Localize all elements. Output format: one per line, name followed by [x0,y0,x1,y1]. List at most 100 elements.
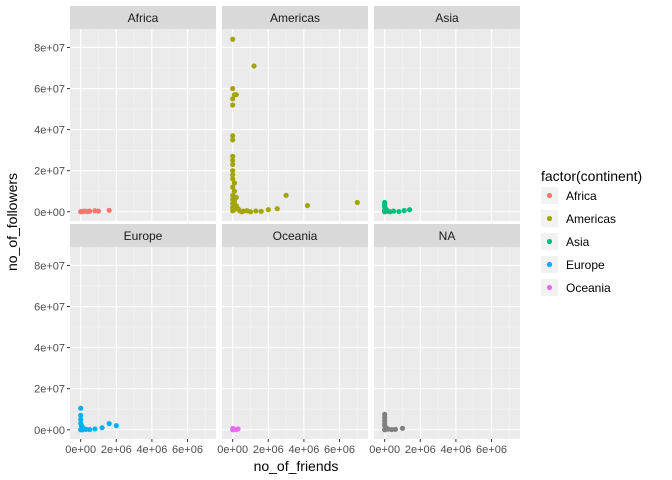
data-point [78,412,84,418]
data-point [399,425,406,431]
facet-strip [374,6,520,29]
facet-panel-na: NA [374,224,520,439]
y-axis: 0e+00 2e+07 4e+07 6e+07 8e+07 0e+00 2e+07 4e+07… [34,42,70,437]
data-point [407,207,413,213]
data-point [230,137,236,143]
legend-label: Europe [566,258,605,272]
data-point [274,206,280,212]
legend-item-asia: Asia [541,233,590,250]
facet-strip [70,6,216,29]
data-point [247,209,254,215]
legend-marker [546,238,553,245]
data-point [86,208,93,214]
legend-item-africa: Africa [541,187,597,204]
y-axis-title: no_of_followers [4,173,20,271]
data-point [392,426,398,432]
data-point [283,192,289,198]
data-point [106,420,112,427]
panel-background [70,247,216,439]
data-point [78,416,84,423]
data-point [86,426,93,433]
x-tick-label: 6e+06 [476,444,507,456]
data-point [230,133,236,139]
legend-label: Asia [566,235,590,249]
legend-marker [546,215,553,222]
x-axis-title: no_of_friends [254,458,339,474]
data-point [382,209,388,215]
facet-strip [374,224,520,247]
legend-label: Oceania [566,281,611,295]
facet-panel-asia: Asia [374,6,520,221]
data-point [230,168,236,174]
data-point [230,427,236,433]
y-tick-label: 2e+07 [34,166,65,178]
y-tick-label: 8e+07 [34,42,65,54]
data-point [354,199,360,206]
x-tick-label: 2e+06 [101,444,132,456]
x-tick-label: 6e+06 [324,444,355,456]
facet-strip-label: Asia [435,11,459,25]
panel-background [222,247,368,439]
x-tick-label: 6e+06 [172,444,203,456]
data-point [78,405,84,411]
data-point [78,427,84,433]
y-tick-label: 4e+07 [34,343,65,355]
x-tick-label: 2e+06 [405,444,436,456]
facet-strip-label: Europe [124,229,163,243]
x-tick-label: 4e+06 [136,444,167,456]
facet-strip-label: NA [439,229,456,243]
legend-marker [546,192,553,199]
legend-title: factor(continent) [541,168,642,184]
panel-background [374,247,520,439]
x-tick-label: 4e+06 [288,444,319,456]
panel-background [374,29,520,221]
data-point [230,184,236,190]
y-tick-label: 4e+07 [34,125,65,137]
data-point [230,161,236,168]
x-tick-label: 0e+00 [369,444,400,456]
x-tick-label: 4e+06 [440,444,471,456]
data-point [113,423,119,429]
data-point [253,208,259,214]
panel-background [70,29,216,221]
data-point [230,157,236,164]
y-tick-label: 6e+07 [34,302,65,314]
x-tick-label: 0e+00 [217,444,248,456]
legend-label: Africa [566,189,597,203]
data-point [238,209,245,215]
data-point [258,208,264,214]
data-point [265,207,271,213]
facet-strip [70,224,216,247]
facet-panel-europe: Europe [70,224,216,439]
data-point [230,176,236,182]
facet-strip-label: Africa [128,11,159,25]
data-point [382,427,388,433]
y-tick-label: 0e+00 [34,207,65,219]
x-axis: 0e+00 2e+06 4e+06 6e+06 0e+00 2e+06 4e+06 6e+06… [65,439,507,456]
data-point [251,63,257,69]
legend-item-oceania: Oceania [541,279,611,296]
data-point [390,208,397,214]
data-point [231,188,238,194]
data-point [99,425,105,431]
data-point [230,208,236,214]
data-point [230,36,236,42]
data-point [235,426,241,432]
data-point [92,426,98,432]
facet-strip-label: Oceania [273,229,318,243]
facet-panel-americas: Americas [222,6,368,221]
data-point [396,208,402,215]
legend-marker [546,261,553,268]
facet-panel-oceania: Oceania [222,224,368,439]
data-point [304,202,311,209]
data-point [230,85,236,92]
data-point [231,180,238,186]
legend-marker [546,284,553,291]
legend: factor(continent) Africa Americas Asia Euro… [541,168,642,296]
data-point [95,208,102,214]
data-point [401,207,407,214]
data-point [230,96,236,102]
legend-label: Americas [566,212,616,226]
x-tick-label: 2e+06 [253,444,284,456]
facet-panels: Africa Americas Asia Europe Oceania NA [70,6,520,439]
